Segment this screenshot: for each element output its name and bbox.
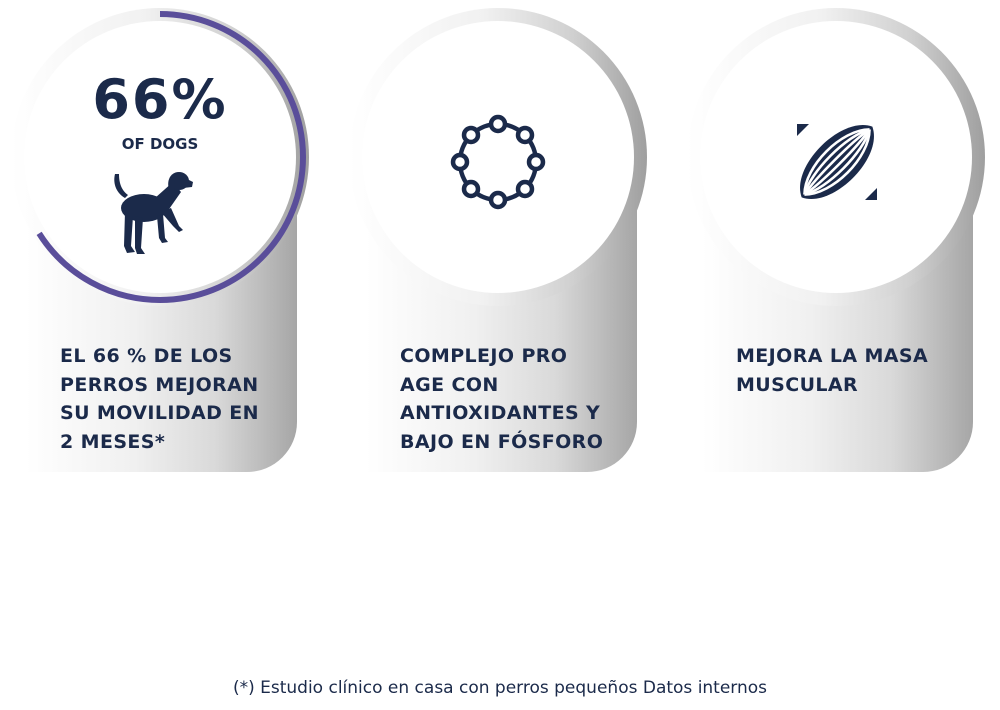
stat-value: 66%	[92, 68, 228, 131]
icon-circle	[687, 8, 985, 306]
card-text: MEJORA LA MASA MUSCULAR	[736, 345, 929, 396]
circle-inner	[362, 21, 634, 293]
footnote: (*) Estudio clínico en casa con perros p…	[232, 678, 768, 698]
progress-ring	[14, 11, 306, 303]
stat-label: OF DOGS	[121, 135, 199, 153]
card-text: COMPLEJO PRO AGE CON ANTIOXIDANTES Y BAJ…	[400, 345, 604, 453]
circle-inner	[24, 21, 296, 293]
stat-circle: 66% OF DOGS	[11, 8, 309, 306]
dog-icon	[114, 172, 193, 254]
muscle-fiber-icon	[797, 124, 877, 200]
icon-circle	[349, 8, 647, 306]
molecule-ring-icon	[450, 114, 546, 210]
progress-arc	[14, 11, 306, 303]
card-text: EL 66 % DE LOS PERROS MEJORAN SU MOVILID…	[60, 345, 259, 453]
